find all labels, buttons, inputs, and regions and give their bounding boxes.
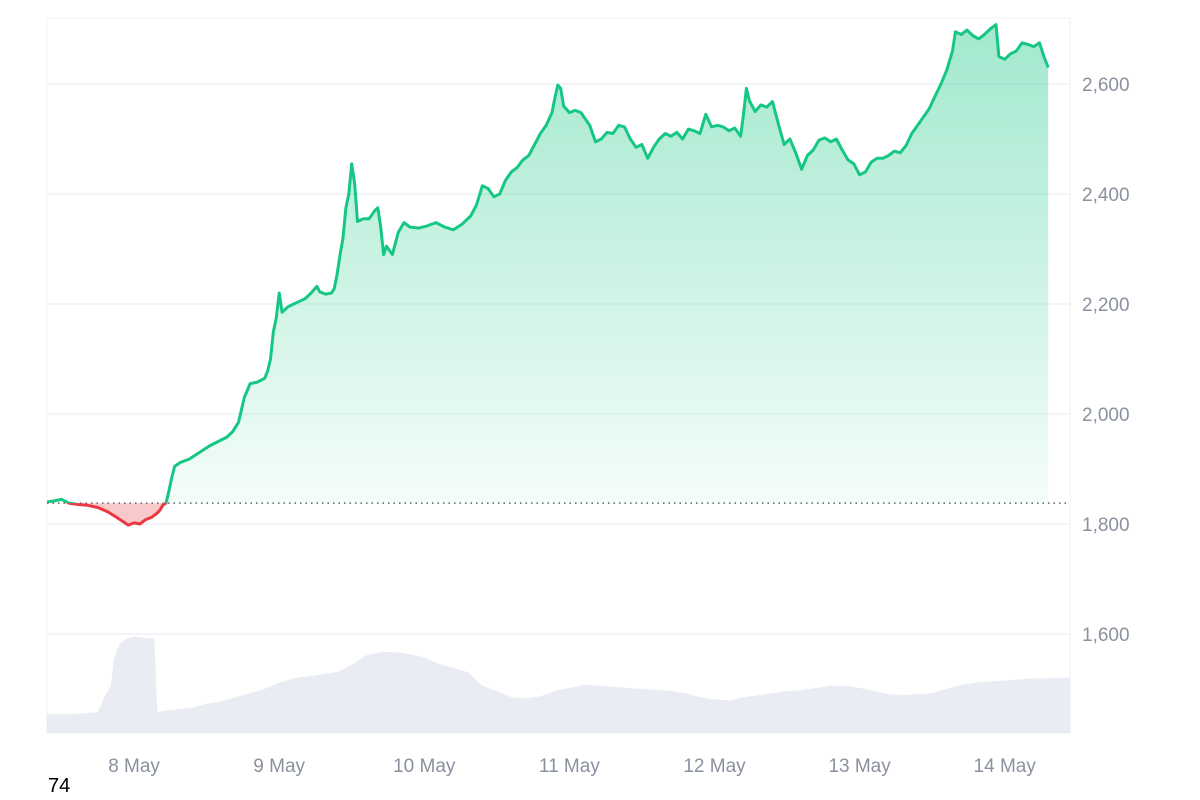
corner-label: 74 [48, 775, 71, 797]
plot-border [46, 17, 1071, 734]
x-axis-ticks: 8 May 9 May 10 May 11 May 12 May 13 May 14 May [108, 756, 1036, 777]
x-tick-label: 8 May [108, 756, 160, 777]
price-fill-down [68, 503, 166, 526]
price-line-up [46, 23, 1050, 504]
x-tick-label: 14 May [974, 756, 1037, 777]
volume-area [47, 636, 1070, 733]
x-tick-label: 10 May [393, 756, 456, 777]
x-tick-label: 12 May [683, 756, 746, 777]
y-tick-label: 2,400 [1082, 185, 1130, 206]
price-fill [47, 24, 1049, 526]
x-tick-label: 9 May [253, 756, 305, 777]
price-fill-up [47, 24, 1049, 504]
y-tick-label: 1,600 [1082, 625, 1130, 646]
price-line [46, 23, 1050, 527]
x-tick-label: 13 May [828, 756, 891, 777]
y-tick-label: 1,800 [1082, 515, 1130, 536]
y-tick-label: 2,200 [1082, 295, 1130, 316]
y-tick-label: 2,600 [1082, 75, 1130, 96]
y-tick-label: 2,000 [1082, 405, 1130, 426]
y-axis-ticks: 2,600 2,400 2,200 2,000 1,800 1,600 [1082, 75, 1130, 646]
x-tick-label: 11 May [539, 756, 600, 777]
volume-shape [47, 636, 1070, 733]
